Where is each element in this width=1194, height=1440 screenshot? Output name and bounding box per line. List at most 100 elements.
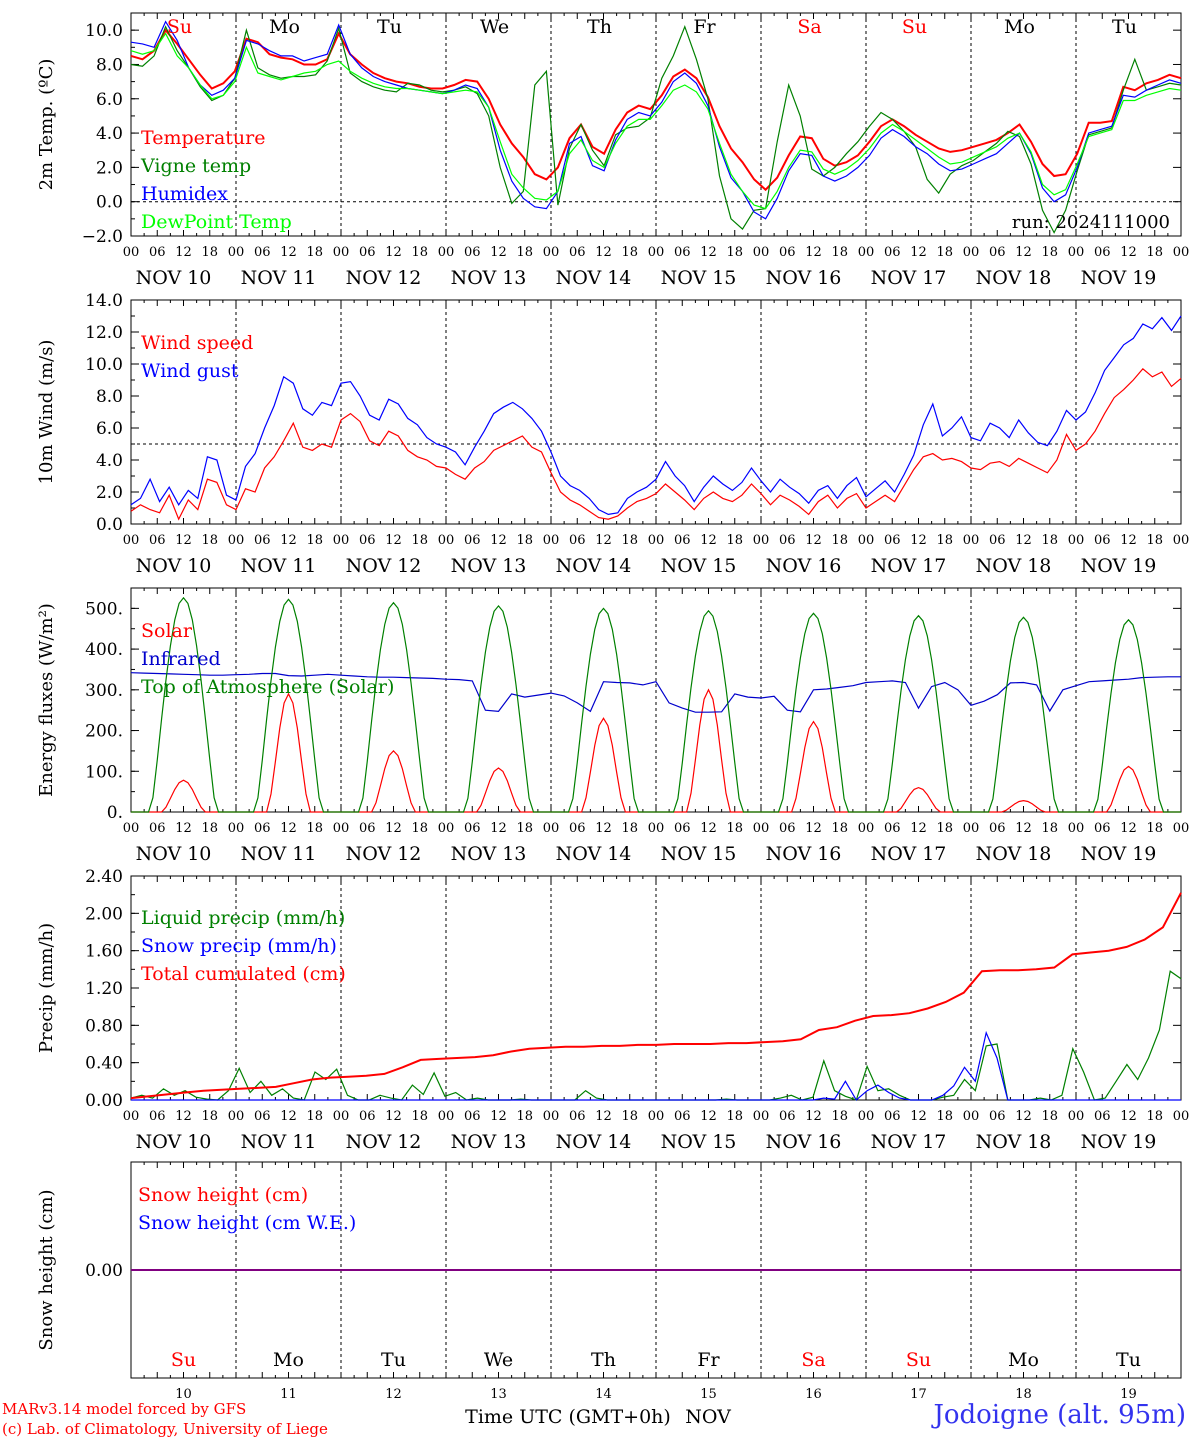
y-tick-label: 14.0 xyxy=(85,291,123,311)
legend-entry: Liquid precip (mm/h) xyxy=(141,907,345,929)
date-label: NOV 12 xyxy=(346,843,422,865)
y-axis-label: 2m Temp. (ºC) xyxy=(36,59,57,191)
hour-label: 18 xyxy=(936,1109,953,1124)
y-axis-label: 10m Wind (m/s) xyxy=(36,340,57,485)
date-label: NOV 16 xyxy=(766,267,842,289)
hour-label: 18 xyxy=(831,245,848,260)
date-label: NOV 11 xyxy=(241,1131,317,1153)
hour-label: 18 xyxy=(726,1109,743,1124)
day-name: Sa xyxy=(801,1349,825,1371)
date-label: NOV 17 xyxy=(871,843,947,865)
day-number: 19 xyxy=(1120,1387,1137,1402)
hour-label: 12 xyxy=(700,533,717,548)
hour-label: 00 xyxy=(1173,533,1190,548)
hour-label: 06 xyxy=(884,245,901,260)
hour-label: 06 xyxy=(1094,1109,1111,1124)
y-tick-label: 4.0 xyxy=(96,451,123,471)
hour-label: 18 xyxy=(621,533,638,548)
hour-label: 12 xyxy=(175,245,192,260)
day-number: 16 xyxy=(805,1387,822,1402)
legend-entry: Wind gust xyxy=(141,360,239,382)
y-tick-label: 0.00 xyxy=(85,1261,123,1281)
hour-label: 12 xyxy=(910,245,927,260)
day-name: Tu xyxy=(377,16,402,38)
hour-label: 06 xyxy=(1094,821,1111,836)
hour-label: 06 xyxy=(674,821,691,836)
hour-label: 00 xyxy=(543,245,560,260)
series-line-wind-speed xyxy=(130,367,1182,521)
hour-label: 18 xyxy=(411,533,428,548)
hour-label: 18 xyxy=(726,245,743,260)
hour-label: 00 xyxy=(438,1109,455,1124)
day-name: Tu xyxy=(1116,1349,1141,1371)
hour-label: 06 xyxy=(149,821,166,836)
hour-label: 00 xyxy=(543,821,560,836)
hour-label: 12 xyxy=(805,821,822,836)
hour-label: 00 xyxy=(648,533,665,548)
hour-label: 06 xyxy=(359,1109,376,1124)
day-name: Tu xyxy=(381,1349,406,1371)
date-label: NOV 10 xyxy=(136,555,212,577)
series-line-infrared xyxy=(130,672,1181,713)
date-label: NOV 19 xyxy=(1081,843,1157,865)
hour-label: 12 xyxy=(1015,821,1032,836)
hour-label: 12 xyxy=(1015,245,1032,260)
hour-label: 06 xyxy=(884,1109,901,1124)
hour-label: 00 xyxy=(963,821,980,836)
hour-label: 00 xyxy=(1068,1109,1085,1124)
hour-label: 18 xyxy=(1041,821,1058,836)
hour-label: 18 xyxy=(1146,533,1163,548)
hour-label: 00 xyxy=(1068,533,1085,548)
hour-label: 12 xyxy=(1120,821,1137,836)
hour-label: 06 xyxy=(149,1109,166,1124)
hour-label: 00 xyxy=(858,245,875,260)
date-label: NOV 10 xyxy=(136,843,212,865)
hour-label: 18 xyxy=(411,245,428,260)
hour-label: 00 xyxy=(438,821,455,836)
model-line: MARv3.14 model forced by GFS xyxy=(2,1400,247,1418)
y-tick-label: 100. xyxy=(85,762,123,782)
day-name: Mo xyxy=(1008,1349,1039,1371)
hour-label: 00 xyxy=(963,245,980,260)
date-label: NOV 19 xyxy=(1081,1131,1157,1153)
date-label: NOV 12 xyxy=(346,267,422,289)
hour-label: 06 xyxy=(674,533,691,548)
hour-label: 18 xyxy=(831,821,848,836)
hour-label: 00 xyxy=(333,245,350,260)
date-label: NOV 14 xyxy=(556,843,632,865)
hour-label: 12 xyxy=(1015,1109,1032,1124)
hour-label: 00 xyxy=(1173,245,1190,260)
hour-label: 18 xyxy=(726,533,743,548)
hour-label: 18 xyxy=(306,533,323,548)
hour-label: 00 xyxy=(753,245,770,260)
y-tick-label: 200. xyxy=(85,722,123,742)
panel-3: 500. 400. 300. 200. 100. 0. Energy fluxes (W/m… xyxy=(36,587,1189,865)
hour-label: 06 xyxy=(464,1109,481,1124)
hour-label: 12 xyxy=(175,1109,192,1124)
hour-label: 18 xyxy=(201,245,218,260)
hour-label: 00 xyxy=(123,533,140,548)
hour-label: 18 xyxy=(1041,245,1058,260)
hour-label: 12 xyxy=(595,533,612,548)
hour-label: 00 xyxy=(858,533,875,548)
hour-label: 06 xyxy=(569,245,586,260)
hour-label: 18 xyxy=(726,821,743,836)
hour-label: 18 xyxy=(936,533,953,548)
hour-label: 18 xyxy=(1146,245,1163,260)
legend-entry: DewPoint Temp xyxy=(141,211,292,233)
hour-label: 18 xyxy=(621,245,638,260)
date-label: NOV 18 xyxy=(976,843,1052,865)
hour-label: 00 xyxy=(123,245,140,260)
series-line-wind-gust xyxy=(130,315,1182,516)
hour-label: 06 xyxy=(464,533,481,548)
date-label: NOV 15 xyxy=(661,1131,737,1153)
hour-label: 00 xyxy=(1173,1109,1190,1124)
hour-label: 12 xyxy=(385,533,402,548)
hour-label: 18 xyxy=(411,821,428,836)
day-name: Su xyxy=(902,16,927,38)
day-number: 14 xyxy=(595,1387,612,1402)
day-number: 18 xyxy=(1015,1387,1032,1402)
hour-label: 06 xyxy=(884,533,901,548)
hour-label: 06 xyxy=(674,1109,691,1124)
hour-label: 06 xyxy=(569,1109,586,1124)
